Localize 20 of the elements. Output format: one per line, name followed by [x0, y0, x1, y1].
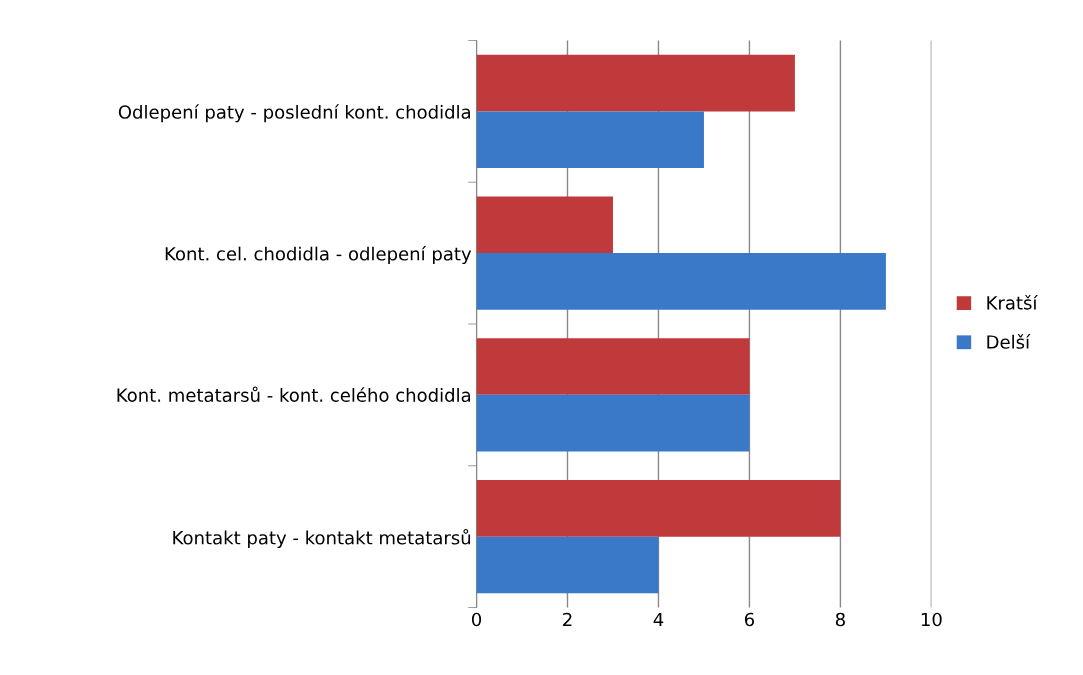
bar — [476, 54, 795, 112]
bar — [476, 253, 886, 310]
x-tick-label: 0 — [471, 612, 482, 627]
x-tick-label: 2 — [563, 612, 572, 627]
x-tick-label: 4 — [653, 612, 664, 627]
bar — [476, 536, 659, 594]
bar — [476, 394, 750, 452]
x-tick-label: 10 — [921, 612, 942, 627]
bar — [476, 111, 704, 169]
y-tick-label: Kont. metatarsů - kont. celého chodidla — [117, 386, 471, 402]
legend-label: Kratší — [987, 294, 1038, 310]
bar — [476, 338, 750, 395]
y-tick-label: Kont. cel. chodidla - odlepení paty — [165, 245, 472, 265]
x-tick-label: 6 — [744, 612, 755, 627]
y-tick-label: Odlepení paty - poslední kont. chodidla — [118, 104, 471, 123]
y-tick-label: Kontakt paty - kontakt metatarsů — [173, 528, 471, 549]
legend-label: Delší — [987, 334, 1031, 349]
bar — [476, 196, 613, 254]
x-tick-label: 8 — [835, 612, 845, 627]
bar — [476, 479, 841, 537]
